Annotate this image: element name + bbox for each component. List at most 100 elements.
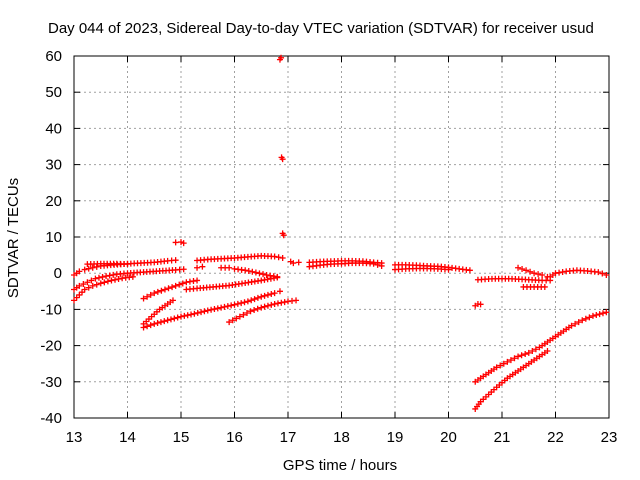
data-point <box>522 351 529 358</box>
data-point <box>289 297 296 304</box>
data-point <box>161 302 168 309</box>
data-point <box>511 355 518 362</box>
data-point <box>172 239 179 246</box>
data-point <box>110 271 117 278</box>
data-point <box>137 269 144 276</box>
chart-title: Day 044 of 2023, Sidereal Day-to-day VTE… <box>48 20 594 37</box>
data-point <box>92 275 99 282</box>
data-point <box>535 271 542 278</box>
data-point <box>374 259 381 266</box>
data-point <box>515 353 522 360</box>
data-point <box>164 317 171 324</box>
data-point <box>531 270 538 277</box>
data-point <box>565 324 572 331</box>
y-tick-label: 10 <box>45 229 62 246</box>
data-point <box>241 299 248 306</box>
data-point <box>110 260 117 267</box>
data-point <box>214 255 221 262</box>
data-point <box>176 266 183 273</box>
y-tick-label: 50 <box>45 84 62 101</box>
data-point <box>145 316 152 323</box>
data-point <box>518 352 525 359</box>
series-arc-m <box>226 297 300 326</box>
data-point <box>81 286 88 293</box>
data-point <box>582 315 589 322</box>
data-point <box>254 305 261 312</box>
data-point <box>579 317 586 324</box>
data-point <box>519 266 526 273</box>
data-point <box>523 362 530 369</box>
y-tick-label: 20 <box>45 193 62 210</box>
data-point <box>324 258 331 265</box>
data-point <box>224 303 231 310</box>
y-tick-label: 30 <box>45 157 62 174</box>
data-point <box>254 253 261 260</box>
data-point <box>268 301 275 308</box>
data-point <box>261 303 268 310</box>
data-point <box>409 265 416 272</box>
series-arc-c <box>71 266 187 293</box>
data-point <box>334 258 341 265</box>
data-point <box>115 275 122 282</box>
y-axis-label: SDTVAR / TECUs <box>5 178 22 298</box>
data-point <box>194 309 201 316</box>
data-point <box>256 270 263 277</box>
data-point <box>179 280 186 287</box>
series-arc-n <box>276 54 287 239</box>
data-point <box>532 346 539 353</box>
x-tick-label: 13 <box>66 429 83 446</box>
data-point <box>497 362 504 369</box>
data-point <box>151 290 158 297</box>
data-point <box>431 265 438 272</box>
data-point <box>482 393 489 400</box>
data-point <box>88 277 95 284</box>
data-point <box>71 297 77 304</box>
data-point <box>178 239 184 246</box>
data-point <box>575 319 582 326</box>
y-tick-label: -40 <box>40 410 62 427</box>
data-point <box>251 307 258 314</box>
data-point <box>281 299 288 306</box>
data-point <box>236 313 243 320</box>
data-point <box>93 281 100 288</box>
data-point <box>559 268 566 275</box>
data-point <box>154 319 161 326</box>
series-arc-j <box>194 252 286 264</box>
data-point <box>134 260 141 267</box>
data-point <box>501 377 508 384</box>
data-point <box>176 281 183 288</box>
data-point <box>206 284 213 291</box>
data-point <box>538 283 545 290</box>
series-arc-v <box>515 264 551 280</box>
data-point <box>500 360 507 367</box>
data-point <box>271 290 278 297</box>
data-point <box>171 315 178 322</box>
data-point <box>533 355 540 362</box>
y-tick-label: 60 <box>45 48 62 65</box>
series-arc-i <box>183 274 281 293</box>
data-point <box>599 270 606 277</box>
data-point <box>367 258 374 265</box>
data-point <box>198 309 205 316</box>
data-point <box>238 280 245 287</box>
x-tick-label: 15 <box>173 429 190 446</box>
series-arc-r <box>392 261 473 274</box>
series-arc-q <box>306 257 385 267</box>
data-point <box>509 275 516 282</box>
x-tick-label: 20 <box>440 429 457 446</box>
data-point <box>151 320 158 327</box>
data-point <box>507 357 514 364</box>
series-arc-k <box>194 263 206 271</box>
series-arc-z <box>472 348 551 412</box>
data-point <box>80 281 87 288</box>
series-arc-f <box>140 277 201 302</box>
data-point <box>154 288 161 295</box>
data-point <box>295 259 302 266</box>
data-point <box>535 277 542 284</box>
data-point <box>85 265 92 272</box>
data-point <box>226 319 233 326</box>
data-point <box>201 256 208 263</box>
data-point <box>73 284 80 291</box>
series-arc-g <box>140 297 176 327</box>
data-point <box>581 267 588 274</box>
